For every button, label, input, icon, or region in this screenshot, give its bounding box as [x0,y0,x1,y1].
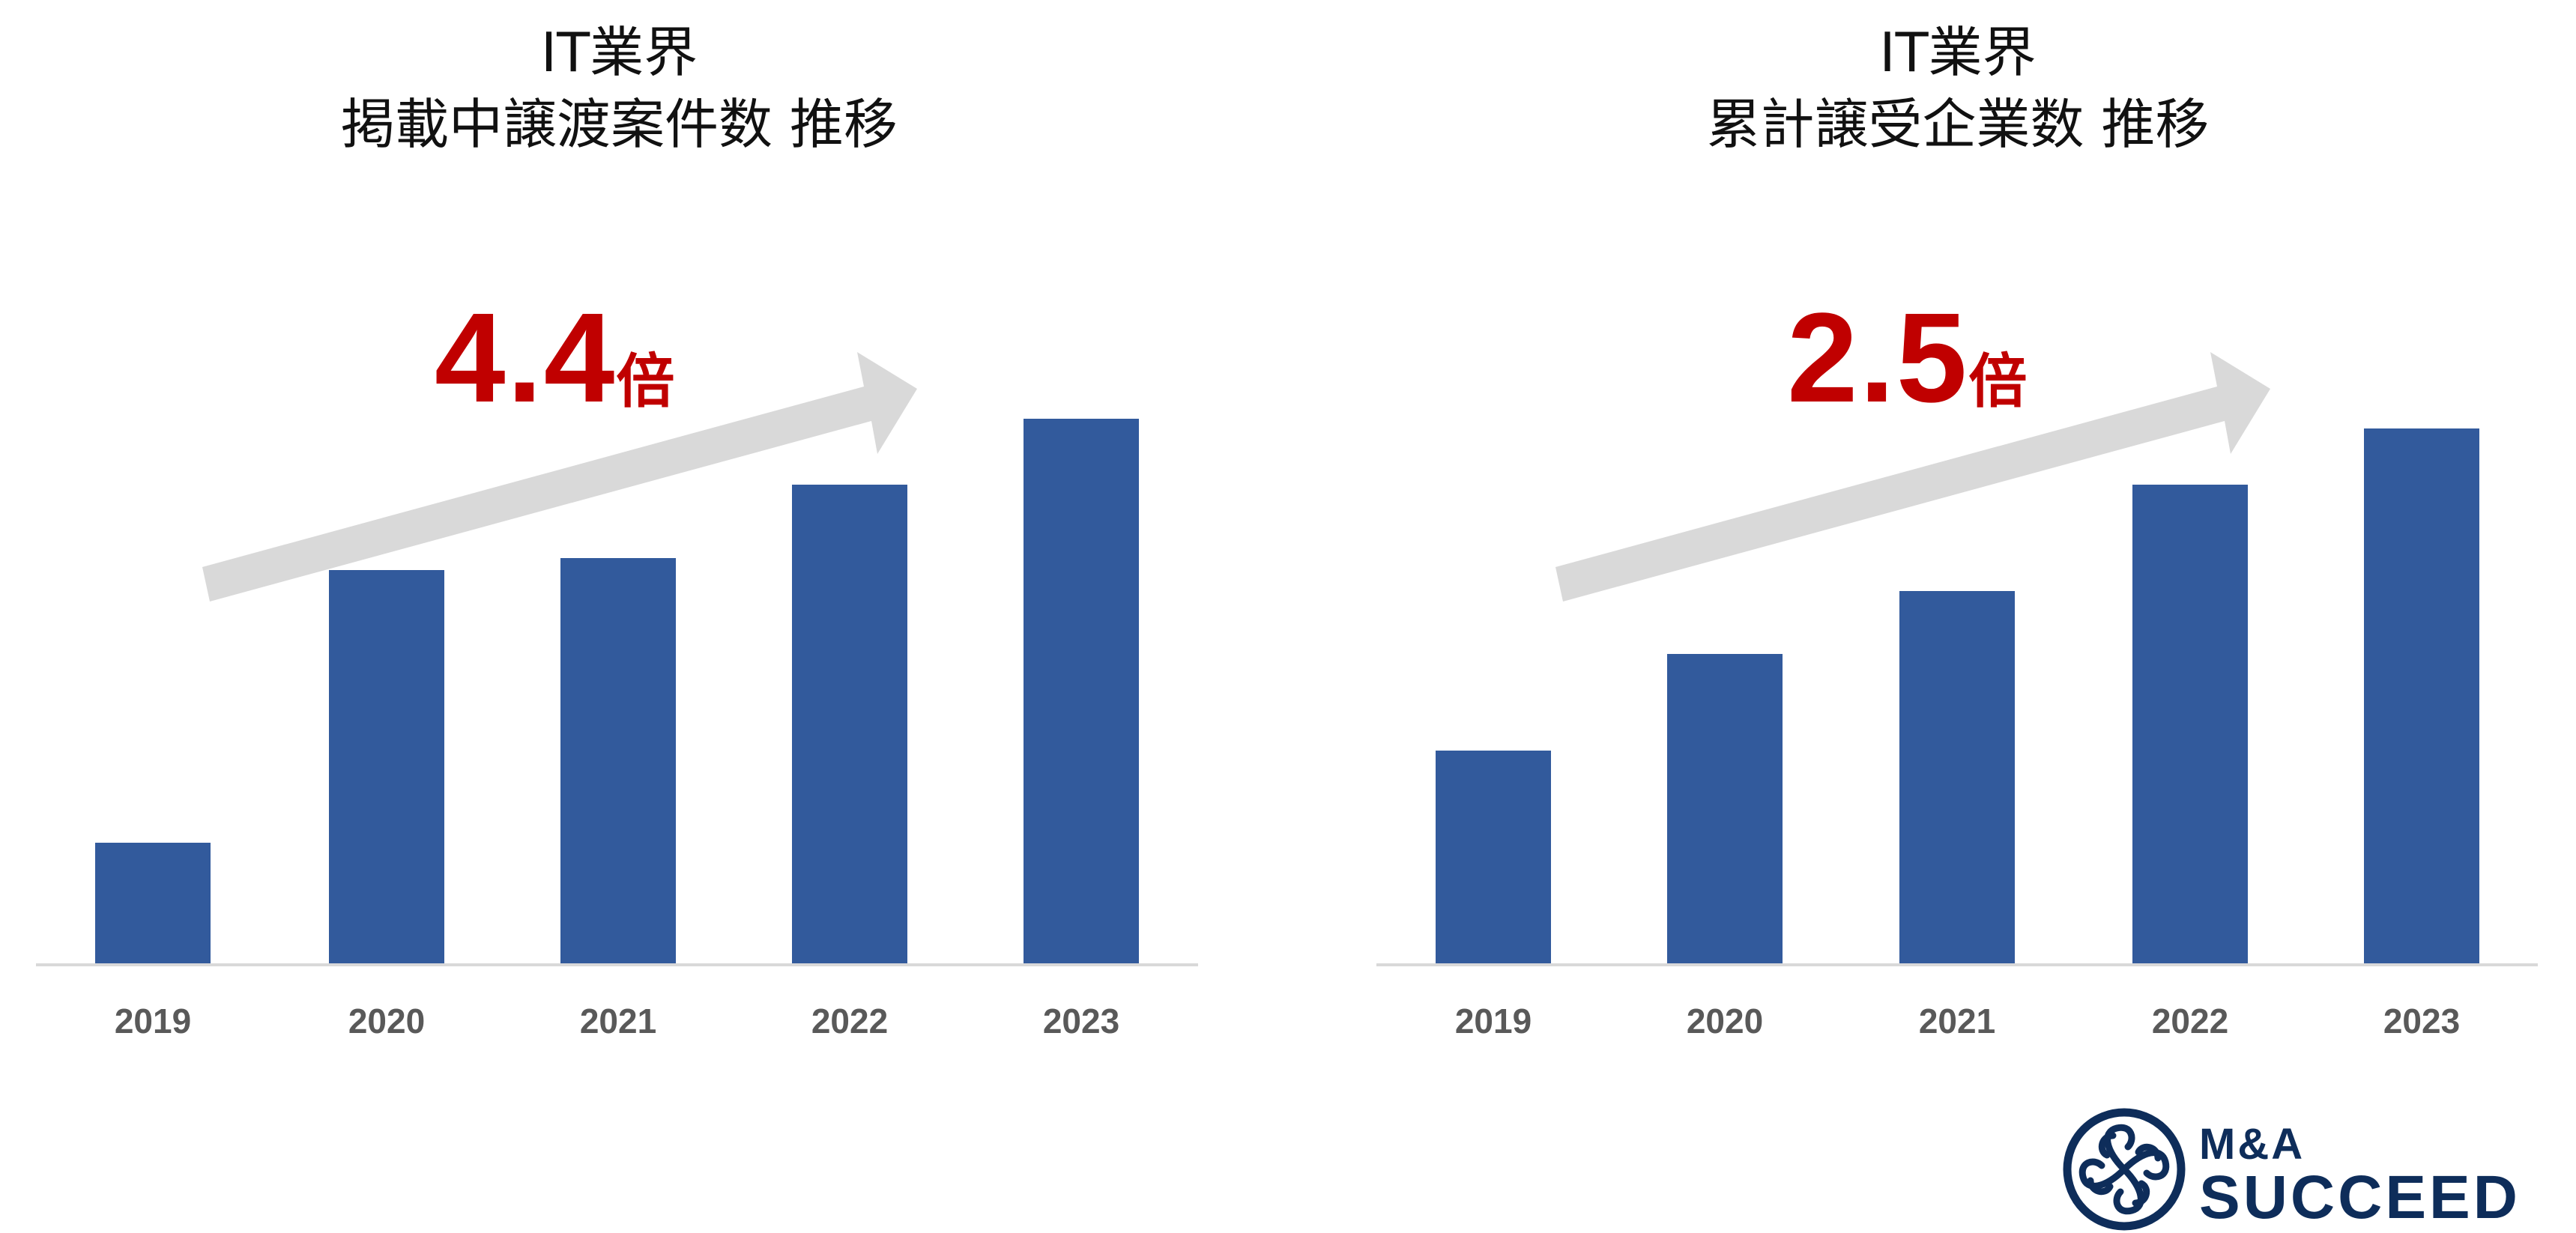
x-axis-line [36,963,1198,966]
x-tick-2020: 2020 [1686,1002,1764,1040]
chart-title-line2: 累計譲受企業数 推移 [1706,93,2210,156]
bar-2022 [2132,485,2248,964]
knot-emblem-icon [2063,1108,2186,1231]
bar-2022 [792,485,907,964]
chart-cumulative-acquirers: IT業界 累計譲受企業数 推移 2.5倍 2019 2020 2021 2022… [1288,0,2576,1231]
bar-2019 [1436,751,1551,964]
logo-text-succeed: SUCCEED [2199,1163,2521,1232]
x-axis-line [1376,963,2538,966]
bar-2023 [1024,419,1139,964]
bar-2023 [2364,428,2479,964]
x-tick-2023: 2023 [1042,1002,1120,1040]
x-tick-2019: 2019 [1454,1002,1532,1040]
bar-2021 [560,558,676,964]
bar-2021 [1899,591,2015,964]
chart-title: IT業界 掲載中譲渡案件数 推移 [0,16,1239,160]
logo-text-ma: M&A [2199,1120,2306,1169]
multiplier-value: 2.5 [1787,287,1969,429]
chart-title-line1: IT業界 [1879,21,2037,84]
x-tick-2021: 2021 [1918,1002,1996,1040]
bar-2020 [329,570,444,964]
growth-multiplier: 4.4倍 [435,285,674,431]
chart-title-line1: IT業界 [540,21,698,84]
bar-2019 [95,843,211,964]
x-tick-2022: 2022 [811,1002,889,1040]
multiplier-value: 4.4 [435,287,617,429]
company-logo: M&A SUCCEED [2061,1108,2518,1232]
x-tick-2019: 2019 [114,1002,192,1040]
x-tick-2021: 2021 [579,1002,657,1040]
plot-area [0,0,1288,964]
growth-multiplier: 2.5倍 [1787,285,2027,431]
x-tick-2023: 2023 [2383,1002,2461,1040]
plot-area [1288,0,2576,964]
growth-arrow-icon [202,352,917,602]
multiplier-unit: 倍 [616,348,675,414]
chart-title: IT業界 累計譲受企業数 推移 [1288,16,2576,160]
x-tick-2020: 2020 [348,1002,426,1040]
x-tick-2022: 2022 [2151,1002,2229,1040]
chart-listed-transfer-cases: IT業界 掲載中譲渡案件数 推移 4.4倍 2019 2020 2021 202… [0,0,1288,1231]
bar-2020 [1667,654,1783,964]
chart-title-line2: 掲載中譲渡案件数 推移 [341,93,898,156]
multiplier-unit: 倍 [1968,348,2028,414]
growth-arrow-icon [1555,352,2270,602]
